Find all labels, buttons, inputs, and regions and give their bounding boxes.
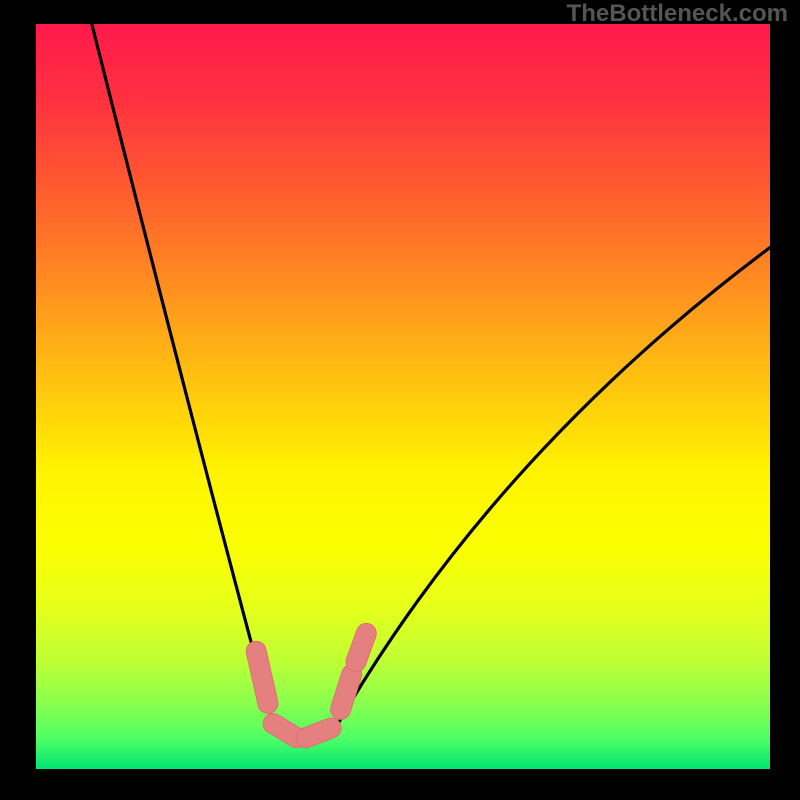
curve-marker xyxy=(331,664,362,719)
curve-marker xyxy=(296,718,341,748)
bottleneck-curve xyxy=(92,24,770,735)
watermark-text: TheBottleneck.com xyxy=(567,0,788,28)
curve-marker xyxy=(246,641,278,713)
plot-area xyxy=(36,24,770,769)
chart-overlay-svg xyxy=(36,24,770,769)
curve-markers-group xyxy=(246,623,376,747)
curve-marker xyxy=(346,623,376,671)
